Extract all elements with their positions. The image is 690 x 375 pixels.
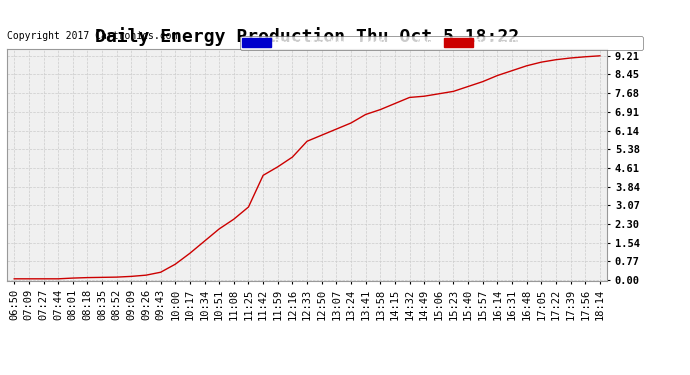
Legend: Power Produced OffPeak  (kWh), Power Produced OnPeak  (kWh): Power Produced OffPeak (kWh), Power Prod… <box>240 36 643 50</box>
Text: Copyright 2017 Cartronics.com: Copyright 2017 Cartronics.com <box>7 31 177 40</box>
Title: Daily Energy Production Thu Oct 5 18:22: Daily Energy Production Thu Oct 5 18:22 <box>95 27 519 46</box>
